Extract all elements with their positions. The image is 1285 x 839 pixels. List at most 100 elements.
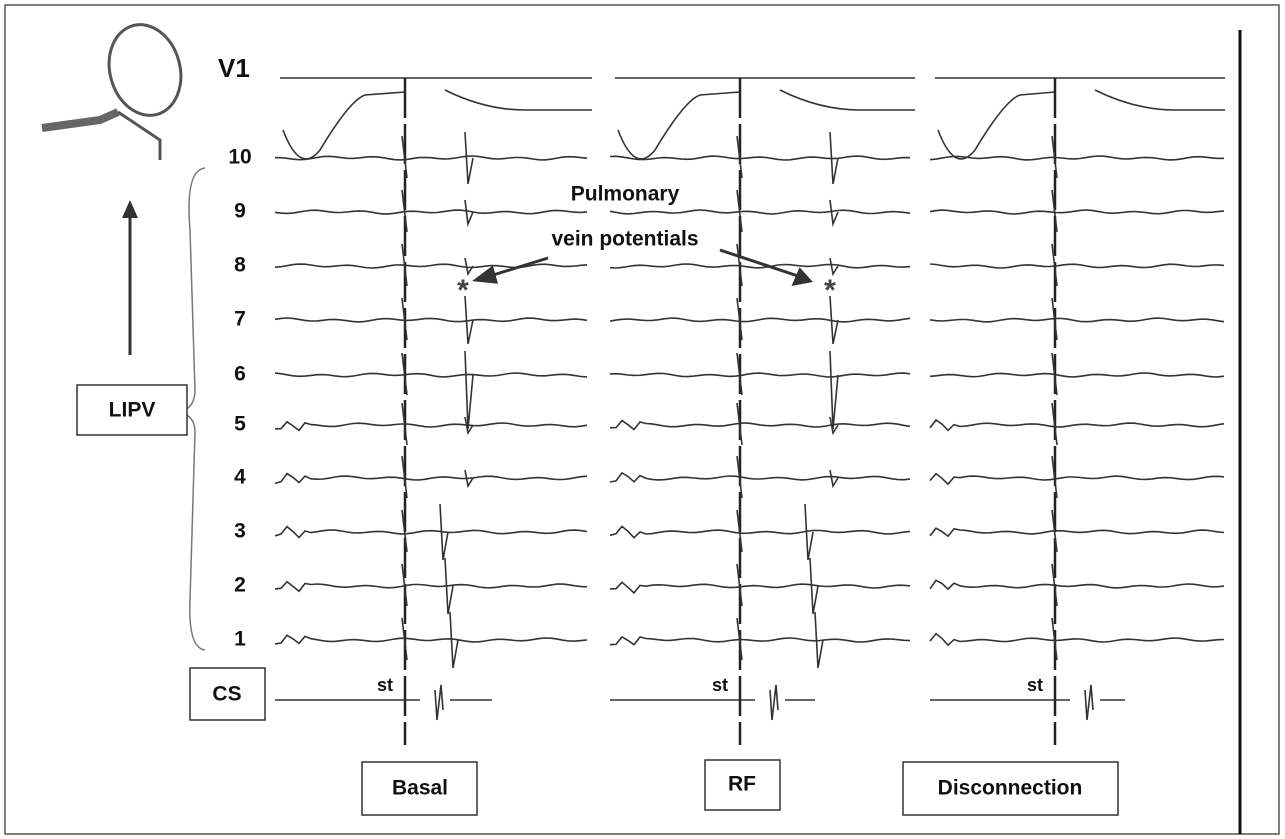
channel-label: 5 xyxy=(234,413,246,436)
spike xyxy=(401,563,408,607)
stim-label: st xyxy=(377,675,393,695)
spike xyxy=(1051,617,1058,661)
trace xyxy=(609,155,911,161)
pv-spike xyxy=(439,503,449,561)
annotation: vein potentials xyxy=(551,228,698,251)
spike xyxy=(736,135,743,179)
trace xyxy=(929,418,1225,432)
trace xyxy=(929,209,1225,215)
spike xyxy=(401,297,408,341)
spike xyxy=(736,352,743,396)
trace xyxy=(274,634,588,645)
spike xyxy=(1051,135,1058,179)
label-box xyxy=(189,667,266,721)
channel-label: 6 xyxy=(234,363,246,386)
trace xyxy=(274,580,588,593)
pv-spike xyxy=(464,199,474,228)
trace xyxy=(609,419,911,431)
spike xyxy=(736,297,743,341)
trace xyxy=(275,684,492,721)
pv-spike xyxy=(814,611,824,669)
pv-spike xyxy=(829,199,839,228)
pv-spike xyxy=(829,350,839,430)
trace xyxy=(930,684,1125,721)
spike xyxy=(736,243,743,287)
trace xyxy=(935,77,1225,160)
spike xyxy=(401,617,408,661)
lead-label: V1 xyxy=(218,53,250,83)
channel-label: 7 xyxy=(234,308,246,331)
trace xyxy=(274,317,588,323)
pv-spike xyxy=(464,350,474,430)
lasso-catheter-icon xyxy=(41,23,183,160)
label-box xyxy=(76,384,188,436)
spike xyxy=(401,135,408,179)
trace xyxy=(274,525,588,539)
trace xyxy=(274,420,588,432)
pv-spike xyxy=(829,131,839,185)
trace xyxy=(609,372,911,378)
trace xyxy=(274,372,588,378)
stim-label: st xyxy=(712,675,728,695)
spike xyxy=(401,189,408,233)
trace xyxy=(929,372,1225,378)
panel-label: RF xyxy=(728,773,756,796)
spike xyxy=(736,189,743,233)
trace xyxy=(929,632,1225,647)
panel-label: Basal xyxy=(392,777,448,800)
label-box xyxy=(902,761,1119,816)
trace xyxy=(929,579,1225,591)
traces: st st st xyxy=(274,77,1225,745)
trace xyxy=(274,263,588,269)
stim-label: st xyxy=(1027,675,1043,695)
trace xyxy=(929,155,1225,161)
trace xyxy=(929,317,1225,323)
trace xyxy=(929,527,1225,538)
trace xyxy=(280,77,592,160)
channel-label: 3 xyxy=(234,520,246,543)
label-box xyxy=(704,759,781,811)
pv-spike xyxy=(464,469,474,489)
pv-spike xyxy=(829,257,839,277)
pv-spike xyxy=(464,131,474,185)
trace xyxy=(610,684,815,721)
spike xyxy=(736,563,743,607)
cs-label: CS xyxy=(212,683,241,706)
spike xyxy=(401,243,408,287)
spike xyxy=(401,455,408,499)
spike xyxy=(401,509,408,553)
trace xyxy=(274,209,588,215)
trace xyxy=(615,77,915,160)
spike xyxy=(736,455,743,499)
spike xyxy=(1051,402,1058,446)
pv-spike xyxy=(829,295,839,345)
spike xyxy=(1051,455,1058,499)
channel-label: 4 xyxy=(234,466,246,489)
trace xyxy=(609,209,911,215)
trace xyxy=(609,317,911,323)
trace xyxy=(929,263,1225,269)
spike xyxy=(401,402,408,446)
lipv-label: LIPV xyxy=(109,399,156,422)
trace xyxy=(274,155,588,161)
pv-spike xyxy=(464,416,474,436)
trace xyxy=(609,471,911,483)
channel-label: 10 xyxy=(228,146,251,169)
spike xyxy=(401,352,408,396)
trace xyxy=(609,635,911,646)
trace xyxy=(609,581,911,595)
pv-spike xyxy=(464,257,474,277)
channel-label: 2 xyxy=(234,574,246,597)
pv-marker: * xyxy=(824,274,836,307)
pv-spike xyxy=(804,503,814,561)
trace xyxy=(609,263,911,269)
annotation: Pulmonary xyxy=(571,183,680,206)
channel-label: 9 xyxy=(234,200,246,223)
spike xyxy=(1051,243,1058,287)
spike xyxy=(1051,509,1058,553)
trace xyxy=(274,472,588,485)
pv-spike xyxy=(464,295,474,345)
trace xyxy=(929,472,1225,486)
spike xyxy=(1051,297,1058,341)
